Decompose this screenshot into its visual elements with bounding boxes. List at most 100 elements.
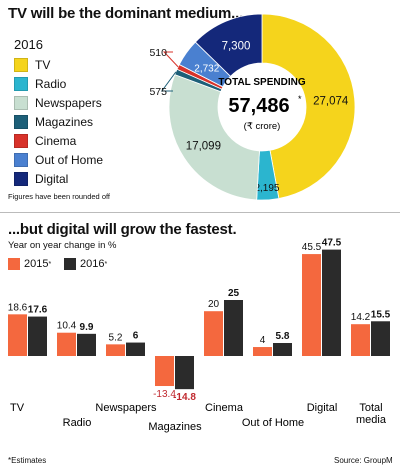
category-label-line: Out of Home	[242, 417, 304, 429]
category-label-line: media	[356, 414, 387, 426]
bar-label-cinema-2015: 20	[208, 299, 220, 310]
bottom-chart-subtitle: Year on year change in %	[8, 240, 117, 251]
legend-swatch-tv	[14, 57, 28, 72]
bar-out-of-home-2015	[253, 347, 272, 356]
pie-label-out-of-home: 2,732	[194, 63, 219, 74]
legend-swatch-cinema	[14, 133, 28, 148]
bar-label-magazines-2016: -14.8	[173, 392, 196, 403]
legend-swatch-magazines	[14, 114, 28, 129]
source-note: Source: GroupM	[334, 456, 393, 465]
legend-swatch-digital	[14, 171, 28, 186]
legend-2015-mark: *	[48, 260, 52, 268]
bar-digital-2015	[302, 254, 321, 356]
bar-magazines-2016	[175, 356, 194, 390]
pie-label-radio: 2,195	[254, 183, 279, 194]
category-label-line: Radio	[63, 417, 92, 429]
category-label-out-of-home: Out of Home	[242, 417, 304, 429]
pie-callout-cinema	[162, 51, 179, 68]
bar-total-media-2015	[351, 324, 370, 356]
bar-newspapers-2016	[126, 342, 145, 356]
category-label-line: TV	[10, 402, 25, 414]
legend-item-magazines: Magazines	[14, 114, 93, 129]
pie-label-tv: 27,074	[313, 96, 349, 108]
bar-label-cinema-2016: 25	[228, 288, 240, 299]
category-label-line: Newspapers	[95, 402, 157, 414]
bar-label-tv-2015: 18.6	[8, 302, 28, 313]
legend-year: 2016	[14, 37, 43, 52]
legend-2015: 2015 *	[8, 258, 51, 270]
legend-label-cinema: Cinema	[35, 133, 77, 148]
legend-2016: 2016 *	[64, 258, 107, 270]
bar-cinema-2015	[204, 311, 223, 356]
pie-center-label: TOTAL SPENDING	[218, 77, 305, 88]
bar-label-total-media-2016: 15.5	[371, 309, 391, 320]
legend-item-radio: Radio	[14, 76, 66, 91]
category-label-line: Digital	[307, 402, 338, 414]
bar-label-radio-2016: 9.9	[80, 322, 94, 333]
legend-2015-swatch	[8, 258, 20, 270]
category-label-total-media: Total media	[356, 402, 387, 426]
category-label-line: Total	[359, 402, 382, 414]
bar-out-of-home-2016	[273, 343, 292, 356]
bar-label-newspapers-2015: 5.2	[109, 332, 123, 343]
legend-item-out-of-home: Out of Home	[14, 152, 103, 167]
legend-item-tv: TV	[14, 57, 50, 72]
bar-radio-2015	[57, 332, 76, 356]
category-label-digital: Digital	[307, 402, 338, 414]
pie-slice-digital	[194, 13, 263, 77]
pie-label-newspapers: 17,099	[186, 140, 221, 152]
pie-callout-magazines	[160, 71, 177, 92]
legend-2015-label: 2015	[24, 258, 49, 270]
bar-label-digital-2016: 47.5	[322, 238, 342, 249]
bar-cinema-2016	[224, 300, 243, 356]
legend-label-out-of-home: Out of Home	[35, 152, 104, 167]
top-chart-title: TV will be the dominant medium...	[8, 5, 244, 22]
category-label-newspapers: Newspapers	[95, 402, 157, 414]
bar-label-tv-2016: 17.6	[28, 305, 48, 316]
bar-newspapers-2015	[106, 344, 125, 356]
legend-label-tv: TV	[35, 57, 51, 72]
legend-label-magazines: Magazines	[35, 114, 94, 129]
bar-tv-2016	[28, 316, 47, 356]
category-label-magazines: Magazines	[148, 421, 202, 433]
legend-swatch-out-of-home	[14, 152, 28, 167]
legend-label-newspapers: Newspapers	[35, 95, 102, 110]
pie-center-unit: (₹ crore)	[244, 121, 281, 132]
pie-center-value-mark: *	[298, 94, 302, 104]
category-label-line: Magazines	[148, 421, 202, 433]
bar-label-digital-2015: 45.5	[302, 242, 322, 253]
bar-label-out-of-home-2015: 4	[260, 335, 266, 346]
footnote: *Estimates	[8, 456, 47, 465]
pie-label-magazines: 575	[149, 86, 167, 98]
section-divider	[0, 212, 400, 213]
category-label-radio: Radio	[63, 417, 92, 429]
pie-slice-newspapers	[168, 74, 260, 201]
pie-label-cinema: 510	[149, 47, 167, 59]
legend-item-cinema: Cinema	[14, 133, 76, 148]
legend-label-radio: Radio	[35, 76, 67, 91]
category-label-tv: TV	[10, 402, 25, 414]
legend-label-digital: Digital	[35, 171, 69, 186]
bar-total-media-2016	[371, 321, 390, 356]
legend-item-digital: Digital	[14, 171, 68, 186]
pie-slice-tv	[261, 13, 356, 199]
legend-2016-mark: *	[104, 260, 108, 268]
category-label-cinema: Cinema	[205, 402, 244, 414]
pie-center-value: 57,486	[228, 95, 289, 117]
legend-item-newspapers: Newspapers	[14, 95, 102, 110]
legend-2016-label: 2016	[80, 258, 105, 270]
rounding-note: Figures have been rounded off	[8, 192, 111, 201]
bar-radio-2016	[77, 333, 96, 356]
bar-label-radio-2015: 10.4	[57, 321, 77, 332]
bar-label-newspapers-2016: 6	[133, 331, 139, 342]
legend-2016-swatch	[64, 258, 76, 270]
legend-swatch-newspapers	[14, 95, 28, 110]
pie-label-digital: 7,300	[222, 40, 251, 52]
bar-label-total-media-2015: 14.2	[351, 312, 371, 323]
bar-label-out-of-home-2016: 5.8	[276, 331, 290, 342]
bottom-chart-title: ...but digital will grow the fastest.	[8, 221, 237, 238]
bar-tv-2015	[8, 314, 27, 356]
legend-swatch-radio	[14, 76, 28, 91]
